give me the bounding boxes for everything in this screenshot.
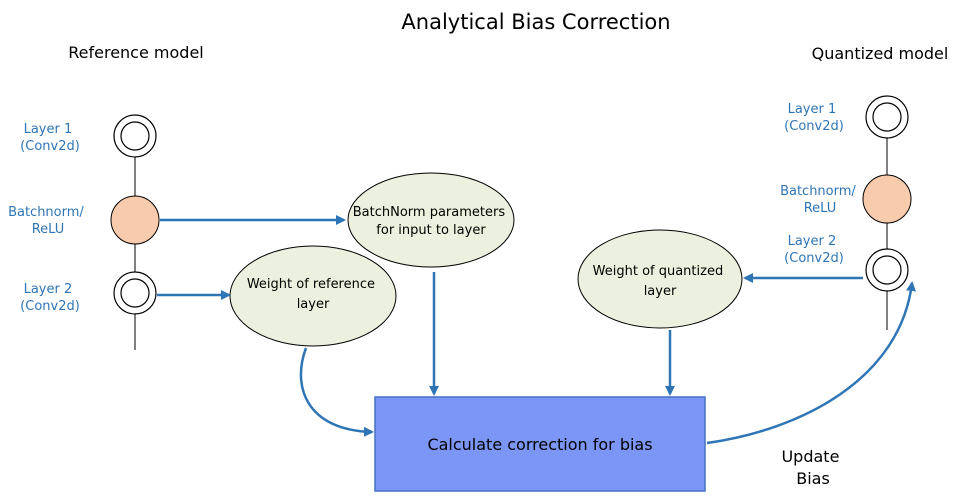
quantized-layer2-node — [865, 248, 909, 292]
diagram-title: Analytical Bias Correction — [401, 10, 670, 34]
batchnorm-parameters-label: BatchNorm parameters for input to layer — [353, 205, 510, 238]
update-bias-label: Update Bias — [781, 447, 844, 488]
reference-batchnorm-label: Batchnorm/ ReLU — [8, 205, 88, 237]
arrow-weight-to-box — [299, 347, 374, 437]
reference-batchnorm-node — [110, 195, 160, 245]
quantized-batchnorm-label: Batchnorm/ ReLU — [780, 184, 860, 216]
reference-layer1-label: Layer 1 (Conv2d) — [20, 122, 80, 154]
weight-quantized-node — [577, 229, 743, 329]
weight-quantized-label: Weight of quantized layer — [593, 264, 728, 299]
calculate-correction-box — [374, 396, 706, 492]
reference-layer2-label: Layer 2 (Conv2d) — [20, 282, 80, 314]
weight-reference-label: Weight of reference layer — [247, 277, 379, 312]
quantized-batchnorm-node — [862, 174, 912, 224]
quantized-layer2-label: Layer 2 (Conv2d) — [784, 234, 844, 266]
batchnorm-parameters-node — [347, 172, 515, 268]
weight-reference-node — [229, 245, 397, 347]
quantized-layer1-node — [865, 95, 909, 139]
reference-model-heading: Reference model — [68, 43, 203, 62]
reference-layer2-node — [113, 271, 157, 315]
reference-layer1-node — [113, 114, 157, 158]
calculate-correction-label: Calculate correction for bias — [427, 435, 652, 454]
arrow-update-bias — [706, 281, 916, 445]
quantized-layer1-label: Layer 1 (Conv2d) — [784, 102, 844, 134]
quantized-model-heading: Quantized model — [812, 44, 949, 63]
